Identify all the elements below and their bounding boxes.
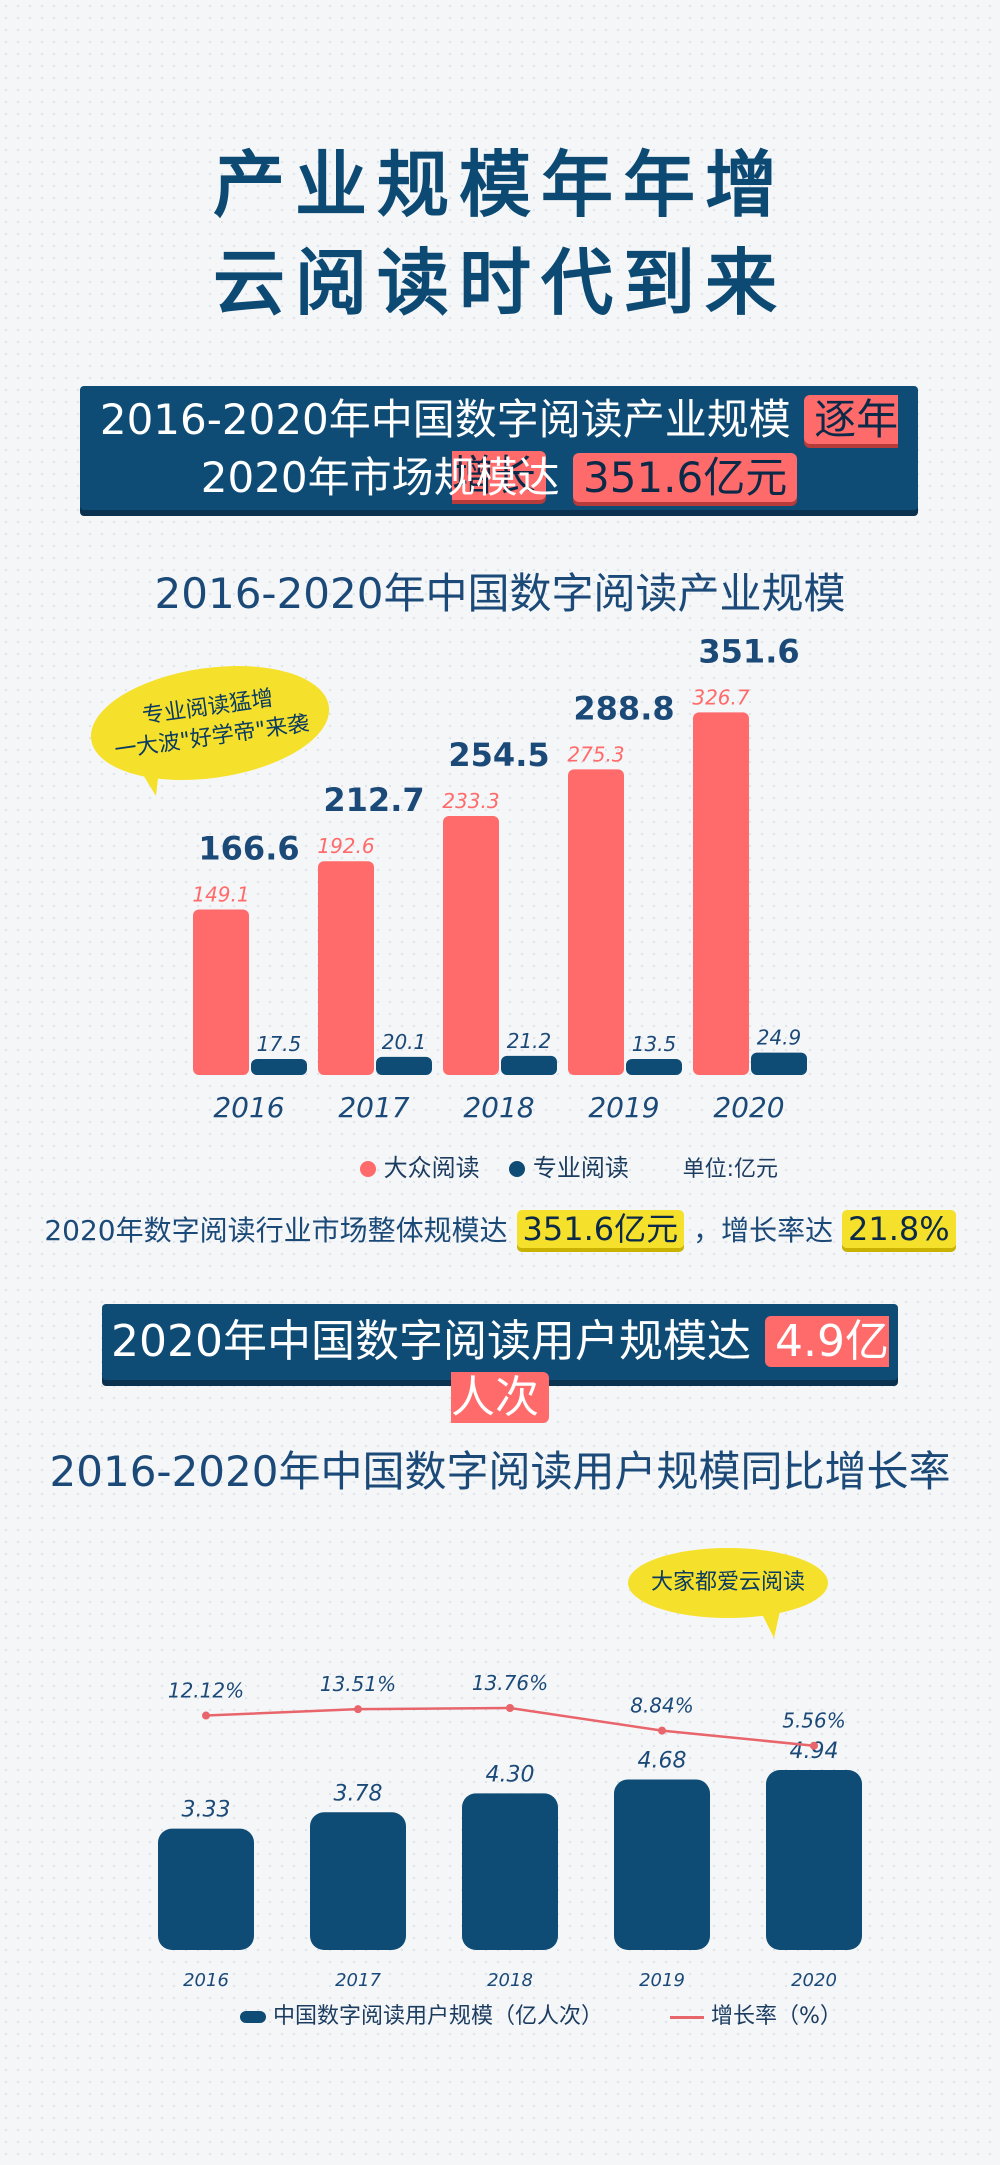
legend-user-scale: 中国数字阅读用户规模（亿人次） — [273, 2004, 604, 2029]
label-user-scale: 3.33 — [182, 1798, 231, 1823]
chart2-legend: 中国数字阅读用户规模（亿人次） 增长率（%） — [240, 1998, 842, 2030]
label-professional-reading: 17.5 — [257, 1032, 302, 1056]
label-total: 166.6 — [198, 829, 299, 867]
bar-user-scale — [766, 1770, 862, 1950]
legend-growth-rate: 增长率（%） — [711, 2004, 842, 2029]
label-growth-rate: 12.12% — [168, 1679, 244, 1703]
label-user-scale: 4.68 — [638, 1748, 687, 1773]
bar-mass-reading — [443, 816, 499, 1075]
legend-mass-reading: 大众阅读 — [383, 1154, 480, 1182]
legend-dot-mass — [360, 1161, 376, 1177]
label-mass-reading: 149.1 — [192, 882, 249, 906]
x-tick-label: 2018 — [487, 1970, 533, 1991]
x-tick-label: 2018 — [463, 1091, 534, 1124]
bar-professional-reading — [251, 1059, 307, 1075]
stat-value: 351.6亿元 — [516, 1210, 685, 1248]
stat-rate: 21.8% — [841, 1210, 956, 1248]
banner1-line2-highlight: 351.6亿元 — [573, 453, 798, 502]
bar-user-scale — [158, 1828, 254, 1950]
banner1-line1-text: 2016-2020年中国数字阅读产业规模 — [99, 395, 791, 444]
label-mass-reading: 275.3 — [567, 742, 624, 766]
bar-professional-reading — [501, 1055, 557, 1075]
bar-user-scale — [462, 1793, 558, 1950]
legend-bar-swatch — [240, 2011, 266, 2023]
x-tick-label: 2020 — [791, 1970, 837, 1991]
banner-user-scale: 2020年中国数字阅读用户规模达 4.9亿人次 — [102, 1304, 898, 1423]
legend-line-swatch — [670, 2015, 705, 2019]
label-mass-reading: 192.6 — [317, 834, 374, 858]
label-mass-reading: 233.3 — [442, 789, 499, 813]
market-stat-line: 2020年数字阅读行业市场整体规模达 351.6亿元 ，增长率达 21.8% — [0, 1204, 1000, 1250]
label-growth-rate: 8.84% — [630, 1694, 694, 1718]
callout-bubble-cloud-reading: 大家都爱云阅读 — [628, 1548, 828, 1618]
banner1-line2-text: 2020年市场规模达 — [200, 453, 560, 502]
label-user-scale: 4.30 — [486, 1762, 535, 1787]
label-user-scale: 3.78 — [334, 1781, 383, 1806]
bubble2-tail — [756, 1602, 782, 1638]
growth-rate-point — [810, 1741, 818, 1750]
label-growth-rate: 5.56% — [782, 1709, 846, 1733]
bar-professional-reading — [626, 1059, 682, 1075]
label-total: 212.7 — [323, 781, 424, 819]
growth-rate-line — [205, 1706, 815, 1747]
growth-rate-point — [202, 1711, 210, 1720]
x-tick-label: 2017 — [338, 1091, 409, 1124]
bar-professional-reading — [376, 1056, 432, 1075]
bubble2-text: 大家都爱云阅读 — [650, 1570, 805, 1595]
x-tick-label: 2019 — [639, 1970, 685, 1991]
label-total: 254.5 — [448, 736, 549, 774]
bar-user-scale — [614, 1779, 710, 1950]
growth-rate-point — [506, 1704, 514, 1712]
chart1-legend: 大众阅读 专业阅读 单位:亿元 — [360, 1148, 778, 1183]
industry-scale-chart: 149.1 17.5 166.6 2016 192.6 20.1 212.7 2017 233.… — [192, 632, 807, 1124]
label-growth-rate: 13.51% — [320, 1672, 396, 1696]
bar-professional-reading — [751, 1052, 807, 1075]
label-professional-reading: 13.5 — [632, 1032, 677, 1056]
x-tick-label: 2020 — [713, 1091, 784, 1124]
banner2-text: 2020年中国数字阅读用户规模达 — [111, 1316, 751, 1367]
label-professional-reading: 24.9 — [757, 1026, 802, 1050]
chart2-title: 2016-2020年中国数字阅读用户规模同比增长率 — [49, 1447, 951, 1496]
stat-prefix: 2020年数字阅读行业市场整体规模达 — [44, 1214, 508, 1247]
growth-rate-point — [354, 1705, 362, 1714]
stat-mid: ，增长率达 — [693, 1214, 834, 1247]
label-professional-reading: 20.1 — [382, 1030, 427, 1054]
legend-unit: 单位:亿元 — [682, 1157, 778, 1182]
bar-mass-reading — [693, 712, 749, 1075]
legend-dot-professional — [509, 1161, 526, 1177]
title-line-2: 云阅读时代到来 — [212, 241, 787, 325]
bar-mass-reading — [318, 861, 374, 1075]
label-total: 351.6 — [698, 632, 799, 670]
bar-mass-reading — [568, 769, 624, 1075]
x-tick-label: 2017 — [335, 1970, 381, 1991]
label-mass-reading: 326.7 — [692, 685, 750, 709]
legend-professional-reading: 专业阅读 — [532, 1154, 629, 1182]
chart1-title: 2016-2020年中国数字阅读产业规模 — [154, 569, 846, 618]
bar-user-scale — [310, 1812, 406, 1950]
label-growth-rate: 13.76% — [472, 1671, 548, 1695]
banner-industry-scale: 2016-2020年中国数字阅读产业规模 逐年增长 2020年市场规模达 351… — [80, 386, 918, 510]
label-professional-reading: 21.2 — [507, 1029, 552, 1053]
user-scale-chart: 3.3320163.7820174.3020184.6820194.942020… — [158, 1671, 862, 1991]
x-tick-label: 2016 — [183, 1970, 229, 1991]
bubble1-tail — [134, 760, 160, 796]
x-tick-label: 2019 — [588, 1091, 659, 1124]
title-line-1: 产业规模年年增 — [212, 143, 787, 227]
x-tick-label: 2016 — [213, 1091, 284, 1124]
growth-rate-point — [658, 1726, 666, 1735]
label-total: 288.8 — [573, 689, 674, 727]
bar-mass-reading — [193, 909, 249, 1075]
